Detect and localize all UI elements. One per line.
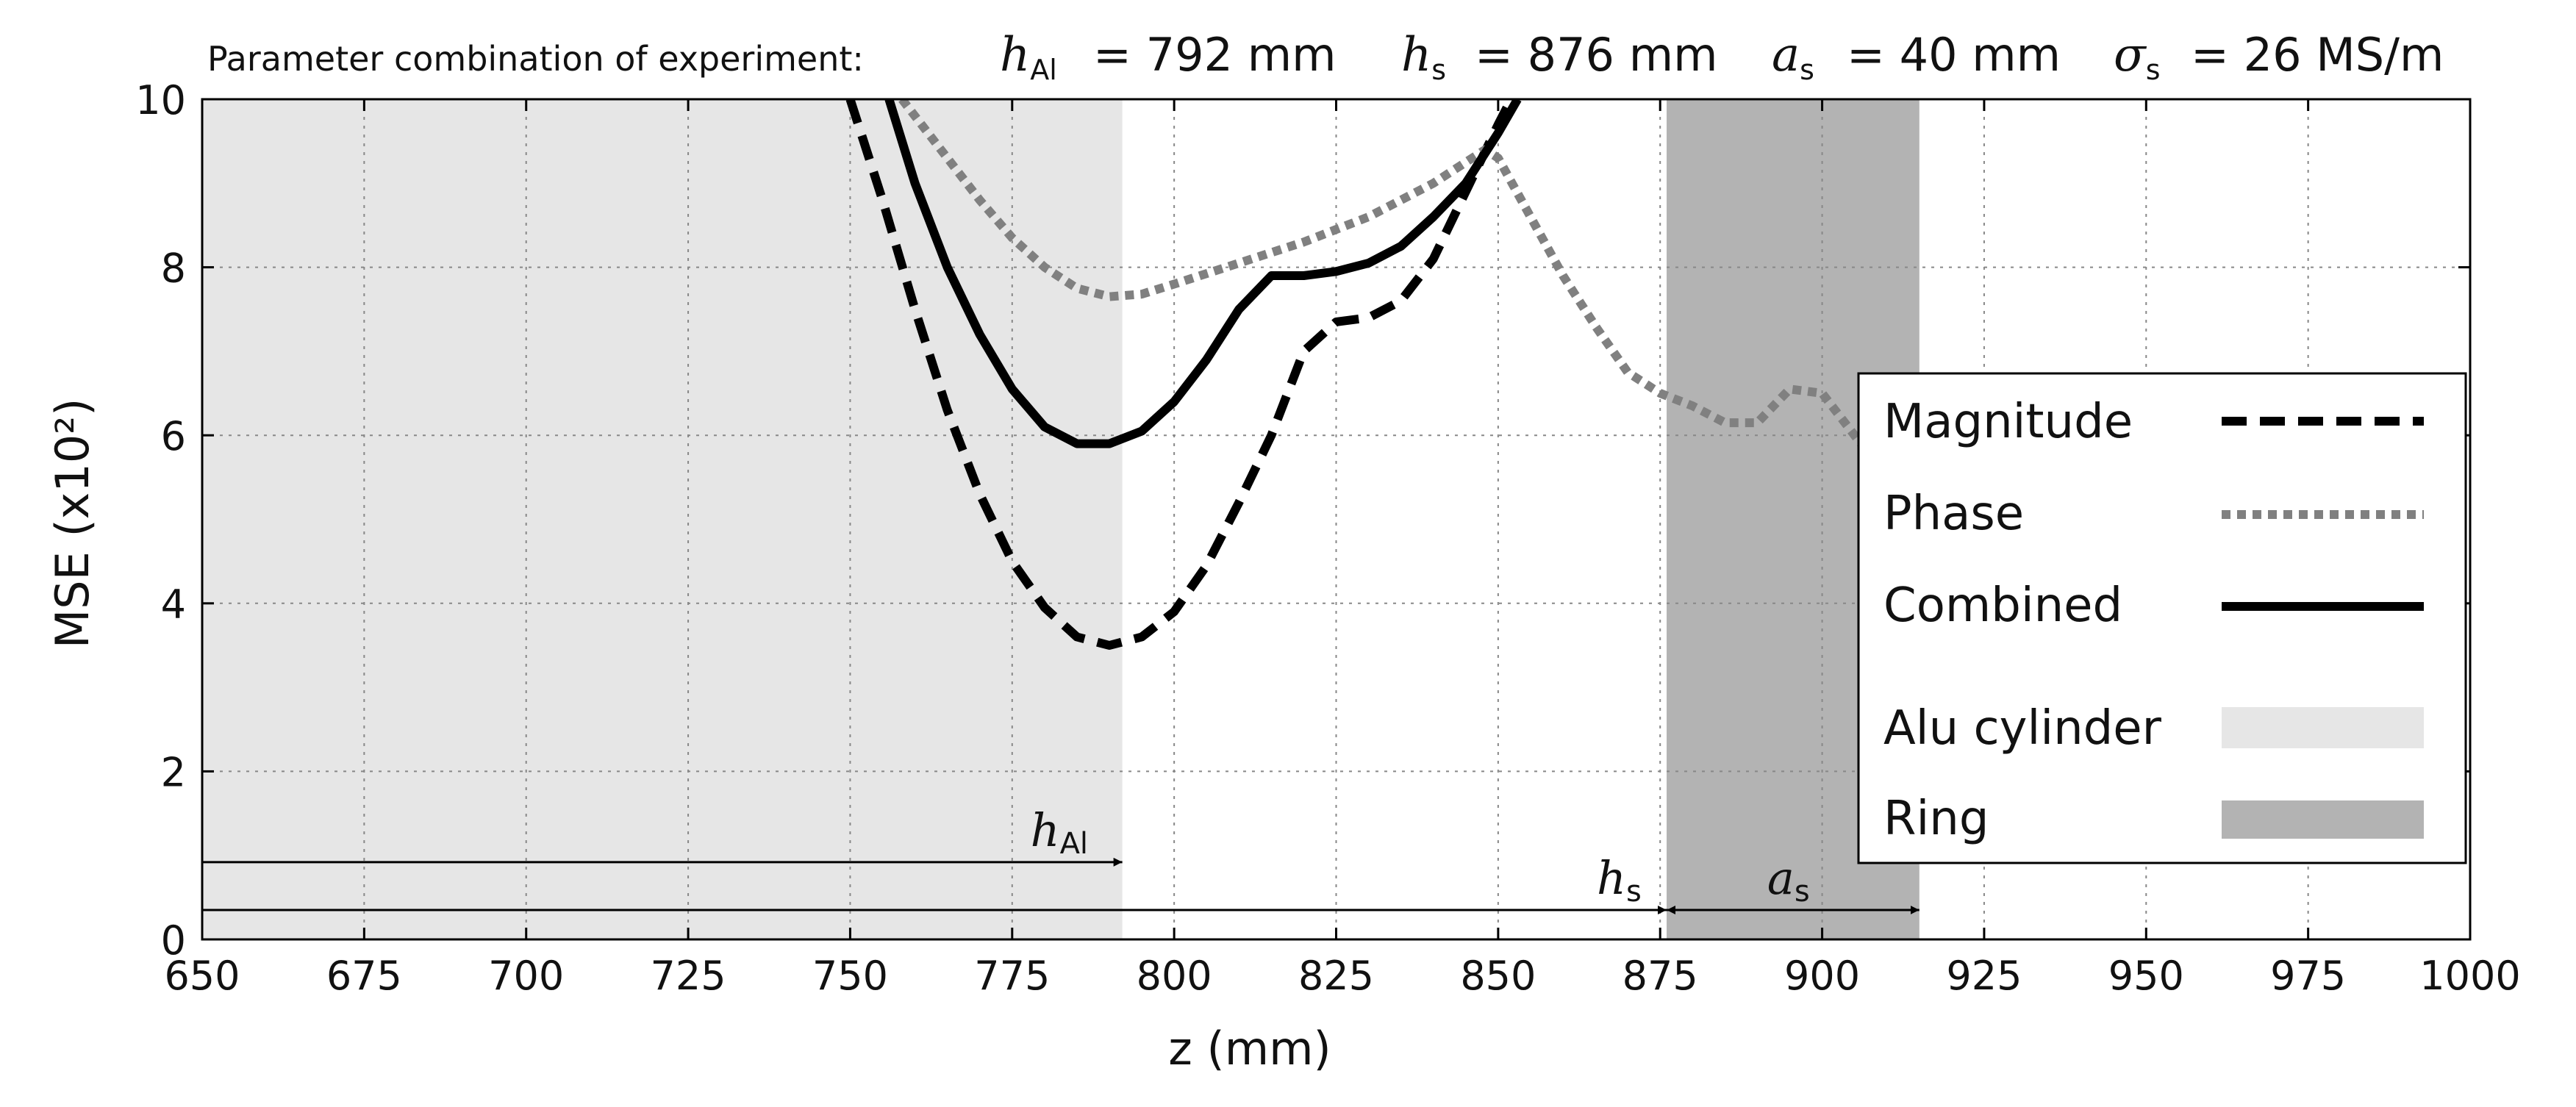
x-tick-label-1000: 1000 [2419,953,2520,999]
legend-label-alu-cylinder: Alu cylinder [1883,701,2162,756]
region-alu-cylinder [202,99,1123,939]
x-tick-label-975: 975 [2270,953,2346,999]
y-tick-label-0: 0 [161,917,186,964]
title-param-sigma-s-subscript: s [2146,54,2161,86]
title-param-h-s-symbol: h [1401,28,1431,82]
x-tick-label-950: 950 [2108,953,2184,999]
legend: Magnitude Phase Combined Alu cylinder Ri… [1857,372,2467,864]
title-param-h-al-symbol: h [1000,28,1030,82]
x-tick-label-675: 675 [326,953,402,999]
data-series [845,99,1891,650]
x-tick-label-650: 650 [164,953,240,999]
y-tick-label-4: 4 [161,581,186,628]
title-param-sigma-s-value: = 26 MS/m [2191,28,2444,82]
title-param-a-s-subscript: s [1800,54,1814,86]
dimension-annotations: hAl hs as [202,803,1920,914]
y-tick-label-2: 2 [161,749,186,795]
x-tick-label-875: 875 [1622,953,1698,999]
x-tick-label-750: 750 [812,953,888,999]
title-param-h-al-subscript: Al [1030,54,1057,86]
annotation-label-h-s: hs [1597,851,1642,909]
annotation-label-a-s: as [1767,851,1810,909]
legend-label-phase: Phase [1883,487,2024,541]
chart-title: Parameter combination of experiment: hAl… [207,28,2444,86]
x-axis-label: z (mm) [1168,1022,1331,1075]
x-tick-label-825: 825 [1298,953,1374,999]
shaded-regions [202,99,1920,939]
title-param-h-s-subscript: s [1431,54,1446,86]
legend-label-combined: Combined [1883,578,2122,633]
x-tick-label-725: 725 [651,953,726,999]
annotation-label-h-al: hAl [1031,803,1088,861]
y-tick-label-8: 8 [161,246,186,292]
x-tick-label-800: 800 [1137,953,1212,999]
axis-ticks: 650 675 700 725 750 775 800 825 850 875 900 925 950 9… [135,77,2520,999]
x-tick-label-700: 700 [488,953,564,999]
y-tick-label-6: 6 [161,413,186,459]
x-tick-label-850: 850 [1460,953,1536,999]
legend-label-ring: Ring [1883,792,1989,846]
y-tick-label-10: 10 [135,77,186,123]
title-prefix: Parameter combination of experiment: [207,39,864,79]
title-param-h-s-value: = 876 mm [1475,28,1718,82]
series-line-magnitude [845,99,1515,650]
legend-label-magnitude: Magnitude [1883,395,2133,449]
y-axis-label: MSE (x10²) [46,398,99,649]
legend-swatch-ring [2222,800,2424,839]
x-tick-label-925: 925 [1946,953,2022,999]
title-param-h-al-value: = 792 mm [1093,28,1337,82]
x-tick-label-900: 900 [1784,953,1860,999]
legend-box [1857,372,2467,864]
series-line-combined [884,99,1522,448]
title-param-sigma-s-symbol: σ [2114,28,2147,82]
x-tick-label-775: 775 [974,953,1050,999]
title-param-a-s-symbol: a [1772,28,1800,82]
legend-swatch-alu-cylinder [2222,707,2424,748]
title-param-a-s-value: = 40 mm [1847,28,2061,82]
